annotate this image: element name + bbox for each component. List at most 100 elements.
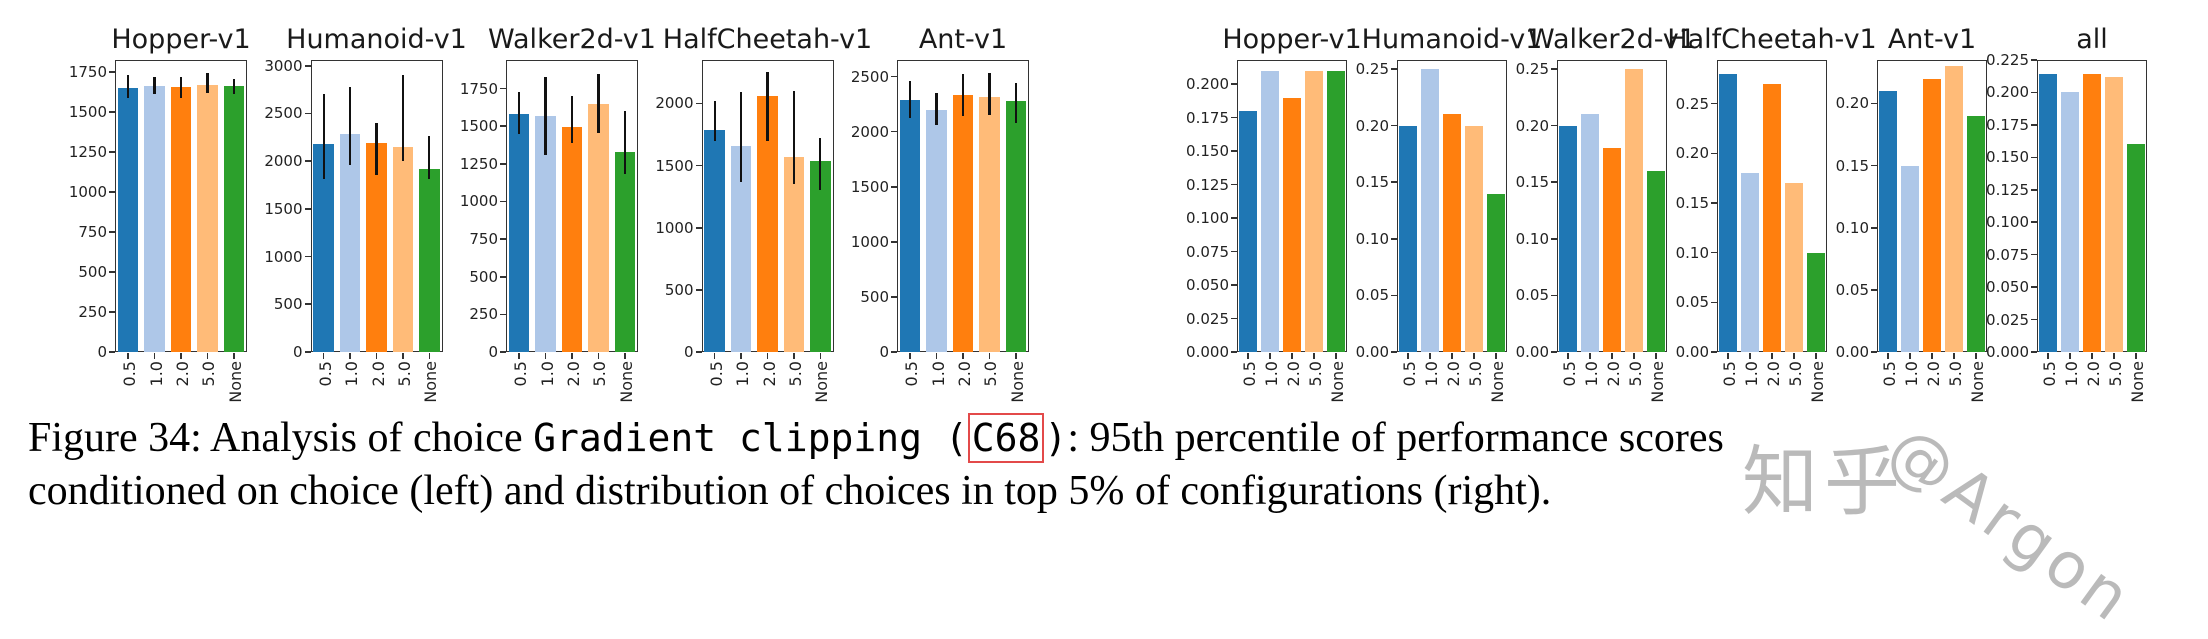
y-tick-label: 250 bbox=[78, 303, 107, 321]
chart-title-walker2d-v1: Walker2d-v1 bbox=[1528, 24, 1696, 55]
y-tick-label: 1500 bbox=[264, 199, 303, 218]
y-tick-mark bbox=[1871, 226, 1877, 229]
x-tick-mark bbox=[1247, 353, 1249, 359]
bar-1.0 bbox=[730, 145, 752, 352]
x-tick-mark bbox=[1269, 353, 1271, 359]
x-tick-mark bbox=[544, 353, 547, 359]
y-tick-mark bbox=[109, 271, 115, 273]
bar-none bbox=[1005, 100, 1027, 352]
y-tick-label: 0.25 bbox=[1355, 60, 1389, 79]
y-tick-mark bbox=[304, 160, 311, 162]
y-tick-label: 0.125 bbox=[1186, 175, 1229, 194]
x-tick-label: None bbox=[421, 361, 441, 403]
error-bar bbox=[570, 96, 574, 143]
y-tick-mark bbox=[891, 130, 897, 133]
x-tick-label: 0.5 bbox=[1560, 361, 1579, 387]
x-tick-mark bbox=[1815, 353, 1817, 359]
error-bar bbox=[623, 111, 626, 175]
y-tick-mark bbox=[500, 200, 506, 203]
x-tick-label: 1.0 bbox=[2062, 361, 2081, 387]
error-bar bbox=[375, 122, 378, 176]
y-tick-mark bbox=[2031, 156, 2037, 159]
x-tick-label: 2.0 bbox=[759, 361, 779, 387]
bar-5.0 bbox=[1465, 125, 1483, 352]
x-tick-label: 5.0 bbox=[1786, 361, 1805, 387]
x-tick-mark bbox=[1407, 353, 1409, 359]
x-tick-label: None bbox=[1488, 361, 1507, 403]
chart-title-humanoid-v1: Humanoid-v1 bbox=[286, 24, 467, 55]
x-tick-mark bbox=[127, 353, 129, 359]
x-tick-label: None bbox=[616, 361, 636, 403]
error-bar bbox=[206, 72, 209, 93]
y-tick-label: 0.150 bbox=[1986, 148, 2029, 167]
x-tick-mark bbox=[1727, 353, 1729, 359]
x-tick-label: 2.0 bbox=[955, 361, 974, 387]
bar-0.5 bbox=[1559, 125, 1577, 352]
error-bar bbox=[766, 72, 769, 141]
x-tick-label: 1.0 bbox=[537, 361, 557, 387]
x-tick-label: 2.0 bbox=[368, 361, 388, 387]
y-tick-label: 1000 bbox=[655, 218, 694, 237]
chart-title-ant-v1: Ant-v1 bbox=[918, 24, 1008, 55]
y-tick-mark bbox=[500, 275, 506, 278]
y-tick-mark bbox=[1231, 217, 1237, 219]
y-tick-label: 1750 bbox=[459, 79, 498, 98]
y-tick-mark bbox=[1551, 294, 1557, 297]
x-tick-mark bbox=[1909, 353, 1911, 359]
bar-1.0 bbox=[1901, 165, 1919, 352]
x-tick-label: 2.0 bbox=[1604, 361, 1623, 387]
y-tick-mark bbox=[1871, 102, 1877, 105]
y-tick-label: 0.050 bbox=[1186, 276, 1229, 295]
y-tick-mark bbox=[891, 75, 897, 78]
x-tick-label: 2.0 bbox=[1284, 361, 1303, 387]
y-tick-mark bbox=[500, 163, 506, 165]
chart-title-hopper-v1: Hopper-v1 bbox=[1222, 24, 1362, 55]
error-bar bbox=[518, 91, 521, 134]
x-tick-label: 5.0 bbox=[1626, 361, 1645, 387]
y-tick-label: 0.15 bbox=[1675, 194, 1709, 213]
bar-none bbox=[1487, 193, 1505, 352]
x-tick-mark bbox=[2047, 353, 2049, 359]
bar-2.0 bbox=[757, 96, 778, 352]
bar-none bbox=[1967, 115, 1985, 352]
y-tick-label: 0.000 bbox=[1186, 343, 1229, 361]
x-tick-mark bbox=[2135, 353, 2137, 359]
error-bar bbox=[401, 75, 405, 162]
y-tick-mark bbox=[1391, 181, 1397, 184]
x-tick-label: 1.0 bbox=[1262, 361, 1281, 387]
y-tick-label: 1000 bbox=[264, 247, 303, 266]
y-tick-mark bbox=[1871, 351, 1877, 353]
y-tick-mark bbox=[109, 71, 115, 73]
y-tick-label: 0.150 bbox=[1186, 142, 1229, 161]
bar-5.0 bbox=[1785, 183, 1803, 352]
figure-34: Hopper-v1 0 250 500 750 1000 1250 1500 1750 0.5 1.… bbox=[28, 24, 2147, 638]
error-bar bbox=[232, 79, 235, 94]
y-tick-mark bbox=[304, 112, 311, 115]
bar-1.0 bbox=[1421, 69, 1439, 352]
y-tick-label: 0 bbox=[97, 343, 107, 361]
bar-5.0 bbox=[2105, 76, 2123, 352]
x-tick-mark bbox=[206, 353, 209, 359]
bar-2.0 bbox=[366, 143, 387, 352]
error-bar bbox=[819, 138, 822, 191]
y-tick-mark bbox=[500, 87, 506, 90]
y-tick-label: 0 bbox=[292, 343, 303, 361]
y-tick-mark bbox=[891, 351, 897, 353]
y-tick-label: 500 bbox=[664, 280, 694, 299]
y-tick-mark bbox=[2031, 91, 2037, 94]
y-tick-mark bbox=[500, 313, 506, 316]
bar-0.5 bbox=[899, 99, 921, 352]
error-bar bbox=[713, 101, 716, 141]
y-tick-label: 0.20 bbox=[1515, 116, 1549, 135]
bar-5.0 bbox=[1625, 69, 1643, 352]
y-tick-label: 0.10 bbox=[1355, 229, 1389, 248]
x-tick-mark bbox=[1313, 353, 1315, 359]
bar-1.0 bbox=[926, 109, 947, 352]
x-tick-label: 0.5 bbox=[1880, 361, 1899, 387]
y-tick-mark bbox=[109, 351, 115, 353]
bar-none bbox=[1807, 252, 1825, 352]
y-tick-label: 250 bbox=[469, 305, 498, 324]
x-tick-mark bbox=[402, 353, 404, 359]
x-tick-mark bbox=[518, 353, 520, 359]
error-bar bbox=[153, 76, 156, 95]
